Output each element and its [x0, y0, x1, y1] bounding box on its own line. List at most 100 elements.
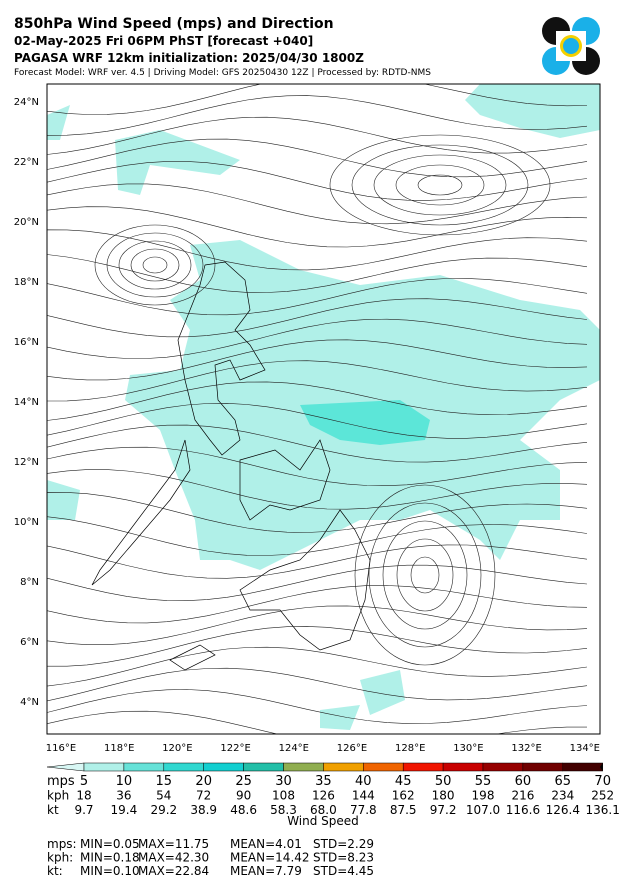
- stat: STD=4.45: [313, 864, 374, 878]
- colorbar-segment: [522, 762, 564, 772]
- colorbar-value: 97.2: [430, 803, 457, 817]
- streamline: [47, 544, 588, 579]
- lon-label: 124°E: [279, 743, 309, 754]
- colorbar-value: 9.7: [74, 803, 93, 817]
- colorbar-value: 30: [275, 774, 292, 789]
- colorbar-segment: [83, 762, 125, 772]
- streamline: [47, 298, 588, 338]
- lat-label: 6°N: [20, 637, 39, 648]
- colorbar-value: 36: [116, 789, 131, 803]
- streamline: [47, 229, 588, 271]
- colorbar-segment: [402, 762, 444, 772]
- lat-label: 10°N: [14, 517, 39, 528]
- colorbar-value: 216: [511, 789, 534, 803]
- logo: [542, 17, 600, 75]
- colorbar-value: 68.0: [310, 803, 337, 817]
- colorbar-value: 25: [235, 774, 252, 789]
- colorbar-value: 136.1: [586, 803, 620, 817]
- colorbar-title: Wind Speed: [287, 814, 359, 828]
- colorbar: mps 5 10 15 20 25 30 35 40 45 50 55 60 65 70 kph 18 36 54 7…: [46, 762, 620, 828]
- streamline: [47, 469, 588, 510]
- streamline: [47, 424, 588, 463]
- streamline: [329, 134, 551, 236]
- stat: MIN=0.18: [80, 851, 140, 865]
- colorbar-value: 54: [156, 789, 171, 803]
- streamline: [47, 667, 588, 702]
- streamline: [94, 224, 216, 306]
- lat-label: 4°N: [20, 697, 39, 708]
- row-label: mps: [47, 774, 75, 789]
- colorbar-value: 45: [395, 774, 412, 789]
- lon-label: 130°E: [453, 743, 483, 754]
- stat: kph:: [47, 851, 73, 865]
- colorbar-value: 162: [392, 789, 415, 803]
- colorbar-segment: [203, 762, 244, 772]
- stat: MIN=0.05: [80, 837, 140, 851]
- colorbar-segment: [243, 762, 284, 772]
- row-label: kph: [47, 789, 69, 803]
- colorbar-extend: [600, 763, 603, 771]
- streamline: [47, 254, 588, 293]
- colorbar-value: 70: [594, 774, 611, 789]
- stat: MEAN=7.79: [230, 864, 302, 878]
- map: [47, 84, 600, 734]
- streamline: [47, 605, 588, 645]
- lat-label: 22°N: [14, 157, 39, 168]
- colorbar-value: 29.2: [150, 803, 177, 817]
- colorbar-value: 116.6: [506, 803, 540, 817]
- colorbar-value: 126.4: [546, 803, 580, 817]
- streamline: [47, 360, 588, 402]
- streamline: [47, 138, 588, 178]
- colorbar-value: 180: [432, 789, 455, 803]
- stat: MEAN=4.01: [230, 837, 302, 851]
- colorbar-value: 38.9: [190, 803, 217, 817]
- lon-label: 118°E: [104, 743, 134, 754]
- lon-label: 134°E: [570, 743, 600, 754]
- colorbar-segment: [482, 762, 524, 772]
- title: 850hPa Wind Speed (mps) and Direction: [14, 16, 334, 32]
- stat: MAX=42.30: [138, 851, 209, 865]
- lat-label: 18°N: [14, 277, 39, 288]
- lon-label: 132°E: [511, 743, 541, 754]
- stat: MIN=0.10: [80, 864, 140, 878]
- lon-label: 122°E: [220, 743, 250, 754]
- streamline: [395, 164, 485, 206]
- row-label: kt: [47, 803, 59, 817]
- streamline: [47, 446, 588, 487]
- colorbar-value: 48.6: [230, 803, 257, 817]
- streamline: [106, 232, 204, 298]
- colorbar-value: 15: [156, 774, 173, 789]
- lon-label: 128°E: [395, 743, 425, 754]
- colorbar-value: 107.0: [466, 803, 500, 817]
- lon-label: 116°E: [46, 743, 76, 754]
- colorbar-value: 19.4: [111, 803, 138, 817]
- colorbar-value: 252: [591, 789, 614, 803]
- stat: kt:: [47, 864, 63, 878]
- colorbar-value: 72: [196, 789, 211, 803]
- colorbar-segment: [163, 762, 204, 772]
- colorbar-segment: [442, 762, 484, 772]
- streamline: [354, 484, 496, 666]
- stat: STD=2.29: [313, 837, 374, 851]
- streamline: [47, 381, 588, 421]
- streamline: [47, 206, 588, 248]
- colorbar-segment: [363, 762, 404, 772]
- colorbar-value: 108: [272, 789, 295, 803]
- colorbar-value: 234: [551, 789, 574, 803]
- colorbar-value: 198: [472, 789, 495, 803]
- streamline: [130, 248, 180, 282]
- streamline: [47, 183, 588, 225]
- lon-label: 126°E: [337, 743, 367, 754]
- streamline: [47, 402, 588, 439]
- streamline: [382, 520, 468, 630]
- colorbar-segment: [562, 762, 603, 772]
- stat: MAX=22.84: [138, 864, 209, 878]
- lat-label: 12°N: [14, 457, 39, 468]
- streamline: [47, 516, 588, 556]
- streamline: [47, 626, 588, 667]
- colorbar-value: 77.8: [350, 803, 377, 817]
- lat-label: 16°N: [14, 337, 39, 348]
- streamlines: [47, 84, 588, 734]
- stat: STD=8.23: [313, 851, 374, 865]
